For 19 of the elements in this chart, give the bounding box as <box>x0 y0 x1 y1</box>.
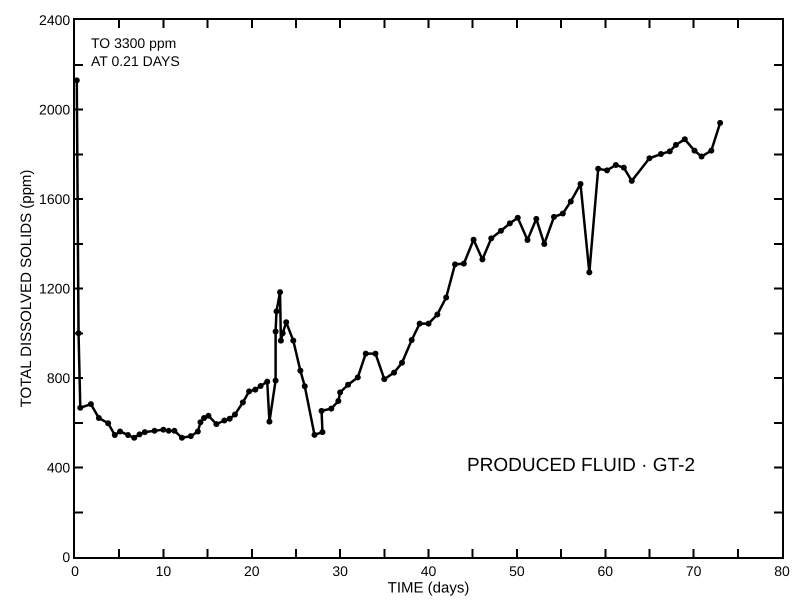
x-tick-label: 50 <box>509 562 525 579</box>
x-tick-label: 60 <box>597 562 614 579</box>
y-tick-label: 0 <box>62 548 70 565</box>
x-tick-label: 70 <box>686 562 702 579</box>
x-tick-label: 80 <box>774 562 790 579</box>
annotation: PRODUCED FLUID · GT-2 <box>467 455 696 476</box>
x-tick-label: 10 <box>156 562 172 579</box>
y-axis-title: TOTAL DISSOLVED SOLIDS (ppm) <box>18 170 35 408</box>
y-tick-label: 2400 <box>39 12 70 28</box>
y-tick-label: 400 <box>46 459 70 476</box>
x-tick-label: 40 <box>420 562 436 579</box>
y-tick-label: 1600 <box>39 190 70 207</box>
x-axis-title: TIME (days) <box>388 579 470 596</box>
y-tick-label: 1200 <box>39 280 70 296</box>
x-tick-label: 20 <box>244 562 260 579</box>
annotation: TO 3300 ppm AT 0.21 DAYS <box>91 35 180 70</box>
x-tick-label: 30 <box>332 562 348 579</box>
y-tick-label: 800 <box>46 370 70 386</box>
y-tick-label: 2000 <box>39 101 70 118</box>
